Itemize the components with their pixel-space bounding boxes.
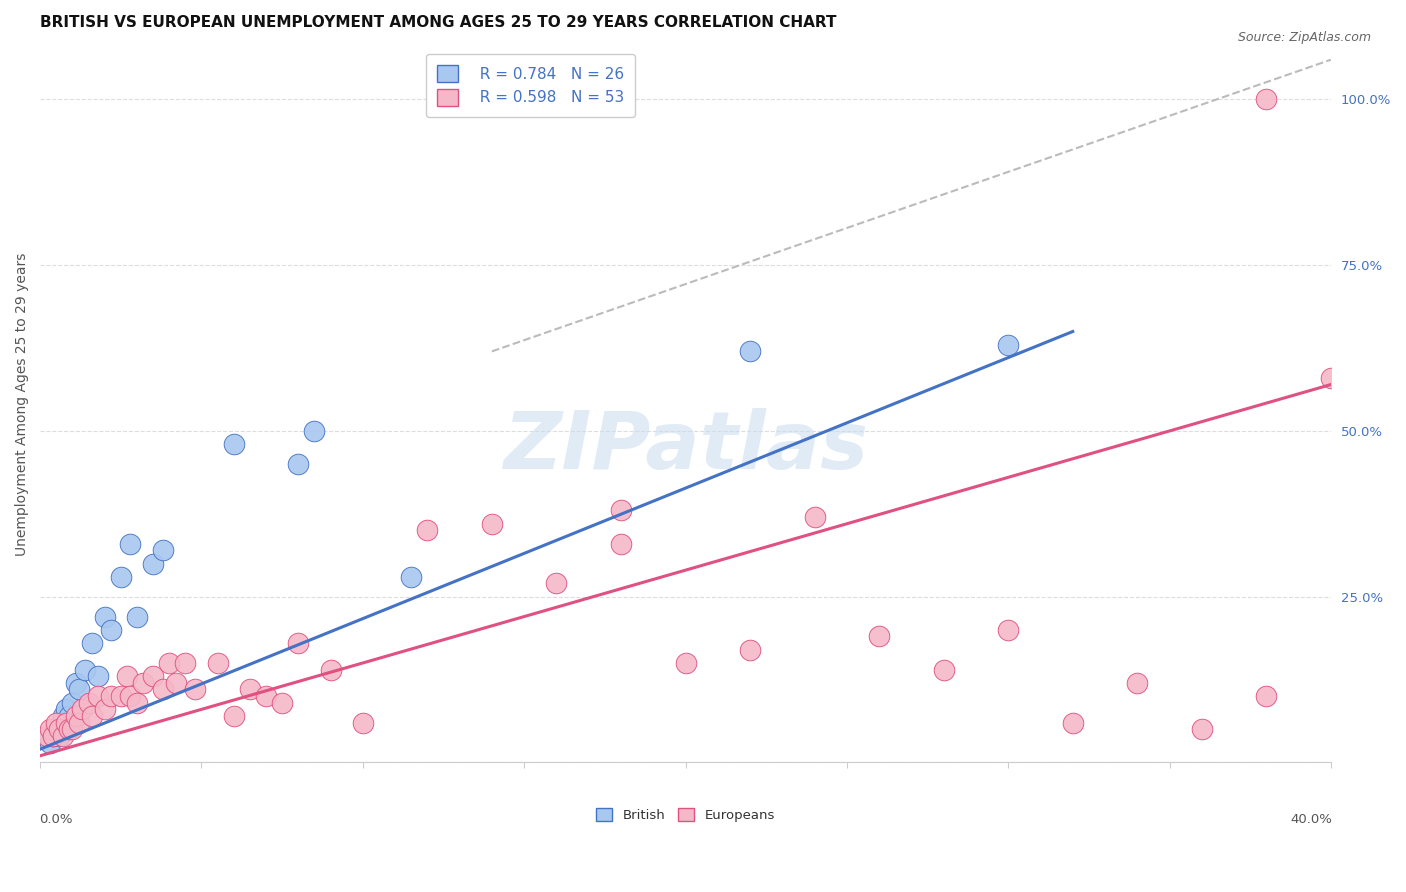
Point [174, 656, 197, 670]
Point [481, 516, 503, 531]
Point [87, 669, 110, 683]
Point [1062, 715, 1084, 730]
Point [165, 676, 187, 690]
Point [1126, 676, 1149, 690]
Point [610, 503, 633, 517]
Text: 0.0%: 0.0% [39, 813, 72, 825]
Point [271, 696, 294, 710]
Point [100, 689, 122, 703]
Point [115, 669, 138, 683]
Y-axis label: Unemployment Among Ages 25 to 29 years: Unemployment Among Ages 25 to 29 years [15, 252, 30, 556]
Point [55, 702, 77, 716]
Point [38, 735, 60, 749]
Point [35, 729, 58, 743]
Point [87, 689, 110, 703]
Point [142, 557, 165, 571]
Point [55, 715, 77, 730]
Point [152, 682, 174, 697]
Point [997, 338, 1019, 352]
Point [675, 656, 697, 670]
Point [60, 696, 83, 710]
Point [110, 570, 132, 584]
Point [546, 576, 568, 591]
Point [42, 729, 65, 743]
Point [52, 709, 75, 723]
Point [80, 636, 103, 650]
Point [319, 663, 342, 677]
Point [1320, 371, 1343, 385]
Point [65, 709, 87, 723]
Point [1191, 723, 1213, 737]
Point [803, 510, 825, 524]
Point [207, 656, 229, 670]
Point [222, 437, 245, 451]
Point [110, 689, 132, 703]
Point [1256, 93, 1278, 107]
Point [75, 663, 97, 677]
Point [416, 524, 439, 538]
Text: ZIPatlas: ZIPatlas [503, 409, 868, 486]
Point [70, 702, 93, 716]
Point [45, 715, 67, 730]
Point [45, 723, 67, 737]
Point [1256, 689, 1278, 703]
Legend:   R = 0.784   N = 26,   R = 0.598   N = 53: R = 0.784 N = 26, R = 0.598 N = 53 [426, 54, 636, 117]
Point [52, 729, 75, 743]
Point [48, 723, 70, 737]
Point [125, 609, 148, 624]
Point [60, 723, 83, 737]
Point [125, 696, 148, 710]
Point [610, 536, 633, 550]
Point [142, 669, 165, 683]
Point [48, 729, 70, 743]
Point [222, 709, 245, 723]
Point [120, 536, 142, 550]
Point [184, 682, 207, 697]
Point [132, 676, 155, 690]
Point [67, 715, 90, 730]
Point [58, 723, 80, 737]
Point [77, 696, 100, 710]
Point [287, 636, 309, 650]
Point [58, 709, 80, 723]
Point [352, 715, 374, 730]
Point [38, 723, 60, 737]
Point [399, 570, 422, 584]
Point [932, 663, 955, 677]
Point [997, 623, 1019, 637]
Point [738, 642, 761, 657]
Point [152, 543, 174, 558]
Point [65, 676, 87, 690]
Point [93, 702, 115, 716]
Text: Source: ZipAtlas.com: Source: ZipAtlas.com [1237, 31, 1371, 45]
Text: 40.0%: 40.0% [1291, 813, 1333, 825]
Point [239, 682, 262, 697]
Point [42, 729, 65, 743]
Point [93, 609, 115, 624]
Point [287, 457, 309, 471]
Point [254, 689, 277, 703]
Point [100, 623, 122, 637]
Point [80, 709, 103, 723]
Text: BRITISH VS EUROPEAN UNEMPLOYMENT AMONG AGES 25 TO 29 YEARS CORRELATION CHART: BRITISH VS EUROPEAN UNEMPLOYMENT AMONG A… [41, 15, 837, 30]
Point [304, 424, 326, 438]
Point [67, 682, 90, 697]
Point [738, 344, 761, 359]
Point [868, 630, 890, 644]
Point [120, 689, 142, 703]
Point [157, 656, 180, 670]
